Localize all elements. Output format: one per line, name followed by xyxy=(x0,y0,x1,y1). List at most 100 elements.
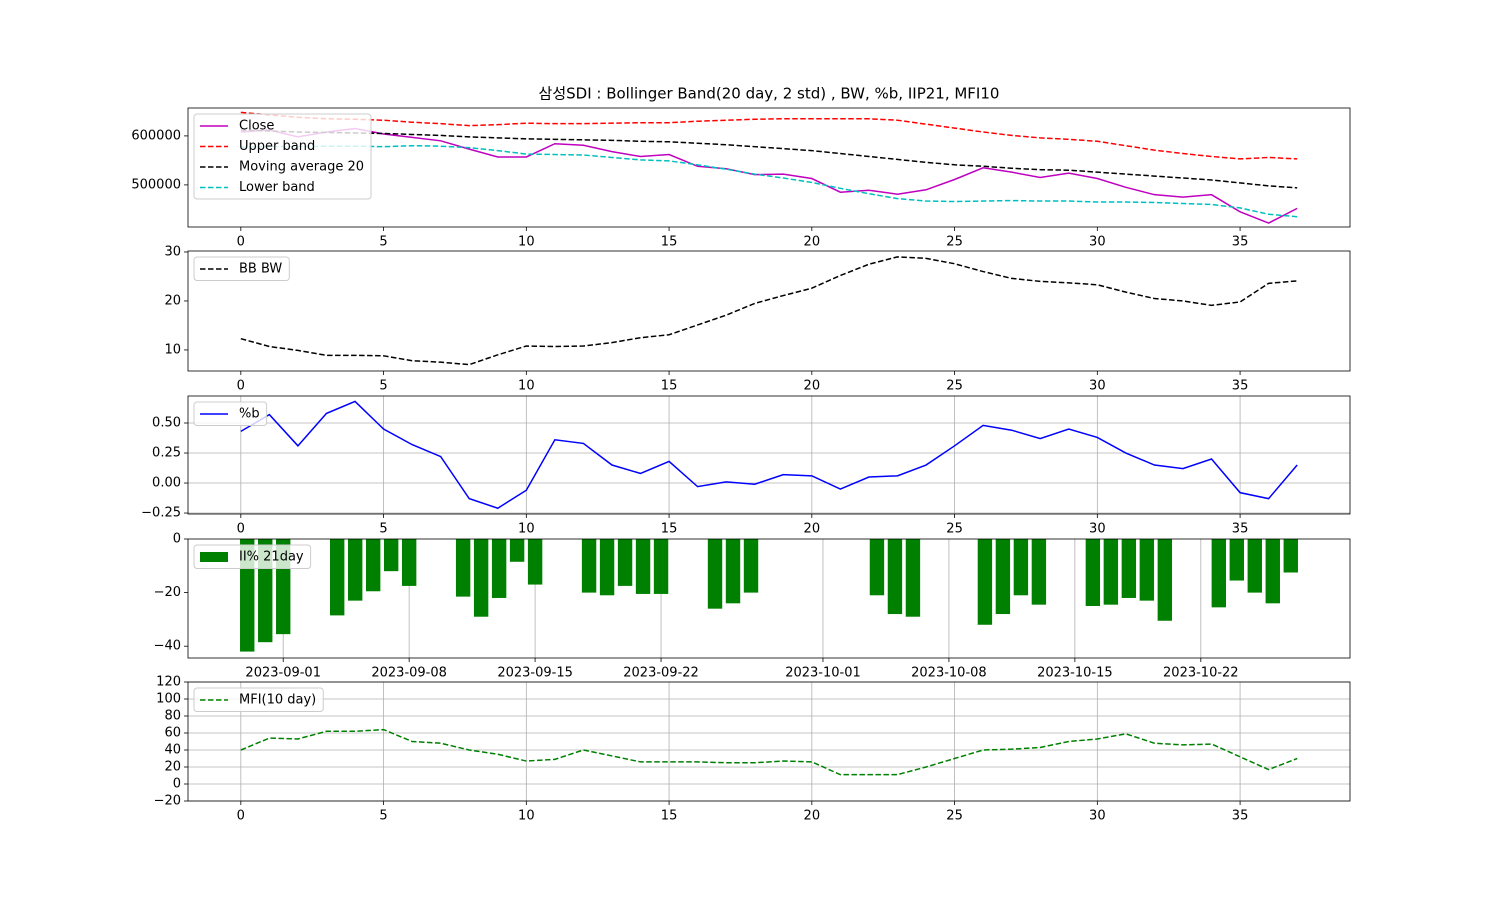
series-line xyxy=(240,728,1298,776)
bar xyxy=(509,539,525,562)
series-line xyxy=(240,256,1298,366)
legend: %b xyxy=(193,401,268,426)
x-tick-label: 15 xyxy=(661,809,678,824)
x-tick-label: 2023-09-15 xyxy=(497,666,573,681)
legend-label: II% 21day xyxy=(239,550,304,565)
panel: 0 5 10 15 20 25 30 35 −0.25 0.00 0.25 0.50 %b xyxy=(141,395,1351,537)
x-tick-label: 0 xyxy=(237,379,245,394)
bar xyxy=(347,539,363,601)
y-tick-label: 20 xyxy=(164,760,181,775)
bar xyxy=(1139,539,1155,601)
x-tick-label: 2023-10-22 xyxy=(1163,666,1239,681)
bar xyxy=(473,539,489,617)
x-tick-label: 10 xyxy=(518,235,535,250)
legend-label: %b xyxy=(239,407,260,422)
legend-label: Upper band xyxy=(239,139,315,154)
x-tick-label: 20 xyxy=(804,522,821,537)
x-tick-label: 30 xyxy=(1089,522,1106,537)
bar xyxy=(635,539,651,594)
bar xyxy=(743,539,759,593)
axes-frame xyxy=(187,395,1351,515)
y-tick-label: 0.00 xyxy=(152,476,181,491)
bar xyxy=(599,539,615,596)
x-tick-label: 10 xyxy=(518,809,535,824)
bar xyxy=(1283,539,1298,573)
legend-label: MFI(10 day) xyxy=(239,693,316,708)
y-tick-label: 0.50 xyxy=(152,416,181,431)
y-tick-label: 500000 xyxy=(131,177,181,192)
x-tick-label: 2023-09-01 xyxy=(245,666,321,681)
y-tick-label: −20 xyxy=(154,585,181,600)
x-tick-label: 30 xyxy=(1089,235,1106,250)
x-tick-label: 2023-10-01 xyxy=(785,666,861,681)
legend-frame xyxy=(193,401,268,426)
legend-frame xyxy=(193,687,324,712)
legend-frame xyxy=(193,544,312,569)
bar xyxy=(905,539,921,617)
bar xyxy=(1247,539,1262,593)
x-tick-label: 15 xyxy=(661,522,678,537)
legend-label: Moving average 20 xyxy=(239,160,364,175)
x-tick-label: 20 xyxy=(804,379,821,394)
bar xyxy=(887,539,903,615)
bar xyxy=(617,539,633,586)
y-tick-label: −0.25 xyxy=(141,506,181,521)
bar xyxy=(1229,539,1244,581)
bar xyxy=(491,539,507,598)
y-tick-label: 0 xyxy=(173,532,181,547)
x-tick-label: 30 xyxy=(1089,379,1106,394)
axes-frame xyxy=(187,250,1351,372)
x-tick-label: 5 xyxy=(379,235,387,250)
x-tick-label: 30 xyxy=(1089,809,1106,824)
bar xyxy=(995,539,1011,615)
bar xyxy=(1013,539,1029,596)
x-tick-label: 25 xyxy=(946,809,963,824)
x-tick-label: 2023-10-08 xyxy=(911,666,987,681)
bar xyxy=(1265,539,1280,604)
panel: 0 5 10 15 20 25 30 35 10 20 30 BB BW xyxy=(164,244,1351,394)
x-tick-label: 15 xyxy=(661,379,678,394)
bar xyxy=(1103,539,1119,605)
axes-frame xyxy=(187,107,1351,228)
bar xyxy=(455,539,471,597)
legend: BB BW xyxy=(193,256,290,281)
y-tick-label: −40 xyxy=(154,639,181,654)
x-tick-label: 35 xyxy=(1232,809,1249,824)
x-tick-label: 2023-09-22 xyxy=(623,666,699,681)
x-tick-label: 35 xyxy=(1232,379,1249,394)
series-line xyxy=(240,400,1298,510)
y-tick-label: 80 xyxy=(164,709,181,724)
y-tick-label: 600000 xyxy=(131,128,181,143)
y-tick-label: 120 xyxy=(156,675,181,690)
y-tick-label: 20 xyxy=(164,293,181,308)
legend-swatch xyxy=(200,552,228,562)
bar xyxy=(977,539,993,625)
panel: 2023-09-01 2023-09-08 2023-09-15 2023-09-22… xyxy=(154,532,1351,681)
x-tick-label: 25 xyxy=(946,522,963,537)
legend: Close Upper band Moving average 20 Lower ba… xyxy=(193,113,372,200)
bar xyxy=(1031,539,1047,605)
bar xyxy=(329,539,345,616)
x-tick-label: 35 xyxy=(1232,522,1249,537)
bar xyxy=(401,539,417,586)
axes-frame xyxy=(187,681,1351,802)
chart-title: 삼성SDI : Bollinger Band(20 day, 2 std) , … xyxy=(539,85,1000,103)
series-line xyxy=(240,144,1298,218)
x-tick-label: 0 xyxy=(237,522,245,537)
x-tick-label: 35 xyxy=(1232,235,1249,250)
legend-label: BB BW xyxy=(239,262,282,277)
y-tick-label: 0.25 xyxy=(152,446,181,461)
bar xyxy=(869,539,885,596)
bar xyxy=(527,539,543,585)
axes-frame xyxy=(187,538,1351,659)
series-line xyxy=(240,111,1298,160)
x-tick-label: 2023-10-15 xyxy=(1037,666,1113,681)
x-tick-label: 25 xyxy=(946,235,963,250)
legend: II% 21day xyxy=(193,544,312,569)
x-tick-label: 20 xyxy=(804,809,821,824)
bar xyxy=(1121,539,1137,598)
y-tick-label: 10 xyxy=(164,342,181,357)
x-tick-label: 20 xyxy=(804,235,821,250)
bar xyxy=(1157,539,1173,621)
y-tick-label: 60 xyxy=(164,726,181,741)
